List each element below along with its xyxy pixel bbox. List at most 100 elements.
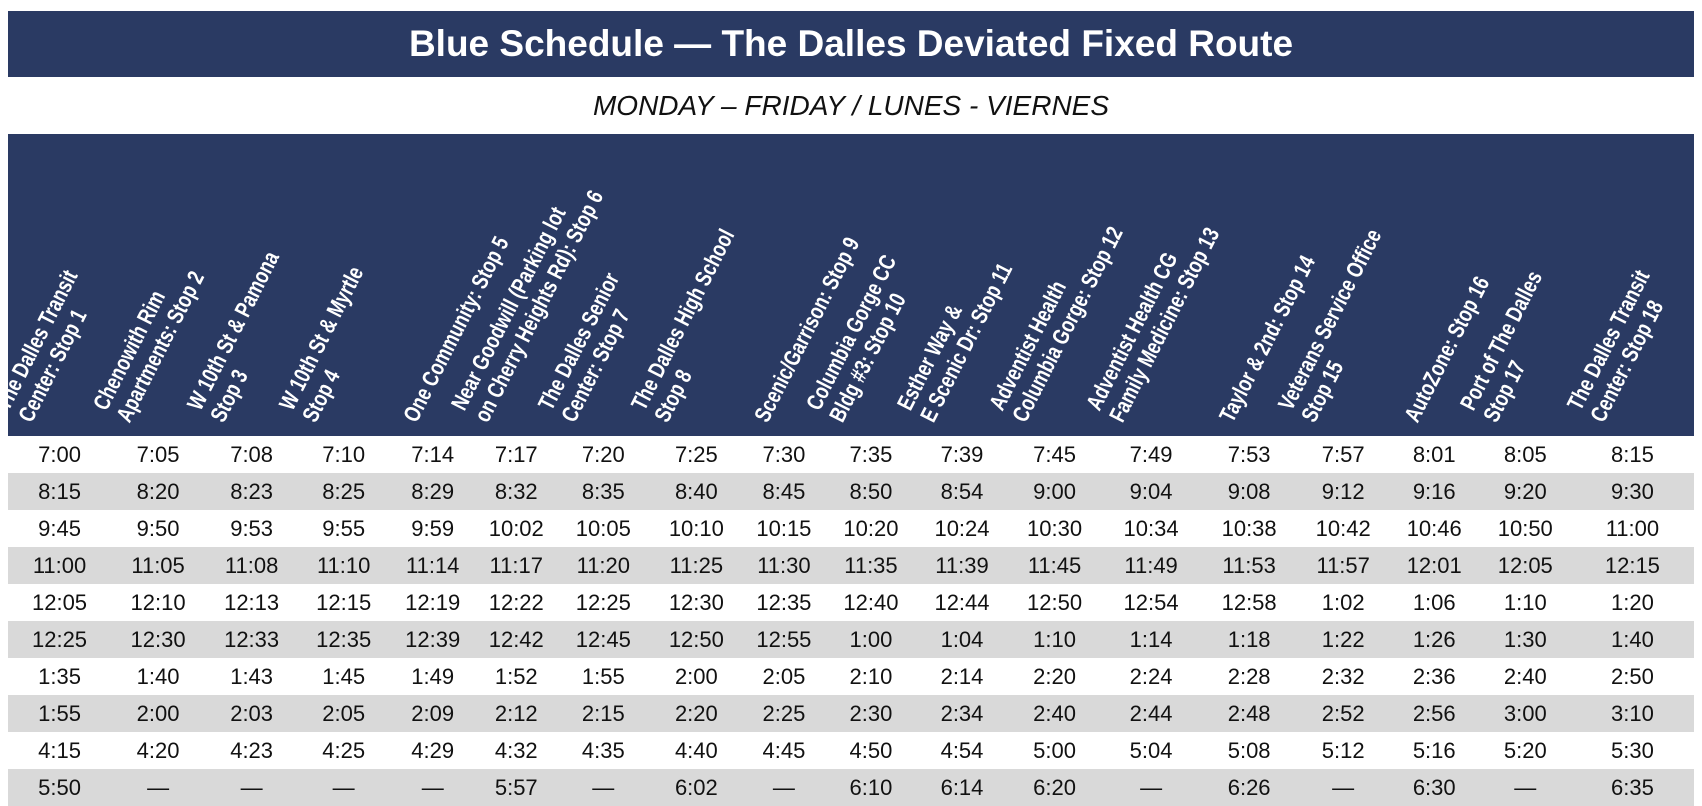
time-cell: 8:15 [8,473,112,510]
time-cell: 2:09 [389,695,477,732]
time-cell: 6:30 [1388,769,1480,806]
time-cell: 4:54 [940,737,984,763]
time-cell: 1:30 [1479,621,1571,658]
time-cell: 5:57 [476,769,557,806]
time-cell: 2:30 [825,695,917,732]
time-cell: 12:45 [556,621,651,658]
time-cell: — [389,769,477,806]
time-cell: 2:25 [742,695,826,732]
time-cell: 12:30 [111,621,206,658]
time-cell: 1:45 [322,663,366,689]
time-cell: 6:02 [650,769,743,806]
time-cell: 2:15 [556,695,651,732]
time-cell: 11:35 [825,547,917,584]
time-cell: 12:19 [405,589,461,615]
column-header: Veterans Service Office Stop 15 [1272,225,1409,426]
column-headers: The Dalles Transit Center: Stop 1 Chenowit… [0,134,1694,436]
time-cell: 2:12 [476,695,557,732]
row: 5:50— — — —5:57—6:02—6:10 6:14 6:20—6:26—6:30… [8,769,1694,806]
time-cell: — [742,769,826,806]
time-cell: 6:10 [825,769,917,806]
time-cell: 11:30 [742,547,826,584]
time-cell: 1:49 [411,663,455,689]
time-cell: 1:14 [1101,621,1201,658]
column-header: The Dalles Transit Center: Stop 18 [1561,266,1677,426]
time-cell: 4:40 [674,737,718,763]
time-cell: 2:10 [849,663,893,689]
time-cell: 2:05 [762,663,806,689]
time-cell: 7:05 [136,441,180,467]
time-cell: 10:02 [488,515,544,541]
time-cell: 1:43 [230,663,274,689]
time-cell: 10:42 [1315,515,1371,541]
time-cell: 5:12 [1321,737,1365,763]
time-cell: 8:35 [556,473,651,510]
time-cell: 12:39 [389,621,477,658]
time-cell: 9:08 [1200,473,1298,510]
time-cell: 2:28 [1227,663,1271,689]
time-cell: 4:20 [136,737,180,763]
time-cell: 10:20 [843,515,899,541]
row: 4:15 4:20 4:23 4:25 4:29 4:32 4:35 4:40 4:45 4:50… [8,732,1694,769]
time-cell: 1:55 [8,695,112,732]
time-cell: 1:52 [494,663,538,689]
time-cell: 4:35 [581,737,625,763]
row: 12:25 12:30 12:33 12:35 12:39 12:42 12:45 12:50… [8,621,1694,658]
time-cell: 11:05 [111,547,206,584]
time-cell: 2:20 [1033,663,1076,689]
time-cell: 10:15 [756,515,812,541]
time-cell: 8:54 [916,473,1008,510]
time-cell: — [556,769,651,806]
time-cell: 12:50 [650,621,743,658]
time-cell: 8:05 [1503,441,1547,467]
time-cell: 8:40 [650,473,743,510]
time-cell: 7:45 [1033,441,1076,467]
time-cell: 7:17 [494,441,538,467]
time-cell: 10:46 [1406,515,1462,541]
time-cell: 1:55 [581,663,625,689]
time-cell: 7:10 [322,441,366,467]
time-cell: 11:20 [556,547,651,584]
time-cell: 12:10 [130,589,186,615]
time-cell: 8:15 [1610,441,1654,467]
time-cell: 7:08 [230,441,274,467]
time-cell: 1:20 [1610,589,1654,615]
time-cell: 1:26 [1388,621,1480,658]
time-cell: 6:20 [1007,769,1102,806]
row: 7:00 7:05 7:08 7:10 7:14 7:17 7:20 7:25 7:30 7:35… [8,436,1694,473]
time-cell: 8:50 [825,473,917,510]
row: 11:00 11:05 11:08 11:10 11:14 11:17 11:20 11:25… [8,547,1694,584]
time-cell: 5:08 [1227,737,1271,763]
column-header: The Dalles High School Stop 8 [626,225,763,426]
time-cell: 6:14 [916,769,1008,806]
time-cell: 1:02 [1321,589,1365,615]
time-cell: 12:01 [1388,547,1480,584]
time-cell: 12:33 [205,621,299,658]
time-cell: 11:14 [389,547,477,584]
time-cell: 8:29 [389,473,477,510]
time-cell: 7:20 [581,441,625,467]
time-cell: 12:15 [1570,547,1694,584]
time-cell: 12:44 [934,589,990,615]
time-cell: 1:40 [136,663,180,689]
time-cell: 10:05 [575,515,631,541]
time-cell: 12:55 [742,621,826,658]
time-cell: 2:03 [205,695,299,732]
time-cell: 8:20 [111,473,206,510]
time-cell: 12:50 [1027,589,1083,615]
time-cell: 9:20 [1479,473,1571,510]
time-cell: 4:50 [849,737,893,763]
time-cell: 10:30 [1027,515,1083,541]
time-cell: 5:20 [1503,737,1547,763]
row: 9:45 9:50 9:53 9:55 9:59 10:02 10:05 10:10 10:15… [8,510,1694,547]
row: 1:55 2:00 2:03 2:05 2:09 2:12 2:15 2:20 2:25 2:30… [8,695,1694,732]
time-cell: 9:59 [411,515,455,541]
time-cell: 1:22 [1297,621,1389,658]
time-cell: 9:30 [1570,473,1694,510]
time-cell: 10:24 [934,515,990,541]
time-cell: 10:10 [668,515,724,541]
time-cell: 7:49 [1129,441,1173,467]
time-cell: 12:35 [298,621,390,658]
time-cell: 7:53 [1227,441,1271,467]
time-cell: — [1479,769,1571,806]
